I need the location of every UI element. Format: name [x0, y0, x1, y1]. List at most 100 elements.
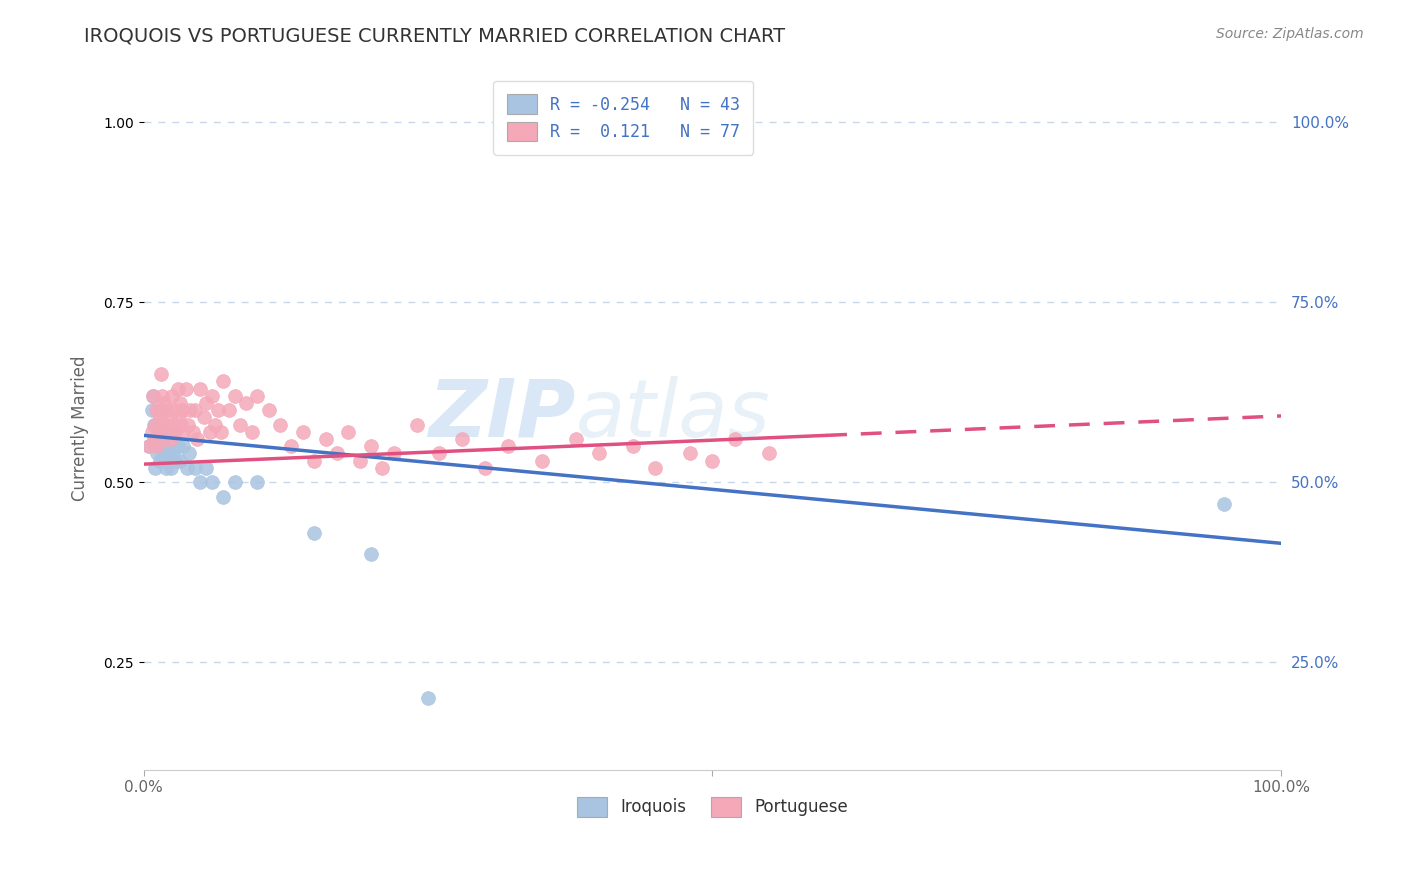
Point — [176, 460, 198, 475]
Point — [190, 382, 212, 396]
Point — [143, 460, 166, 475]
Text: ZIP: ZIP — [429, 376, 576, 453]
Point — [371, 460, 394, 475]
Point — [644, 460, 666, 475]
Point — [678, 446, 700, 460]
Point — [146, 417, 169, 432]
Point — [157, 425, 180, 439]
Point — [159, 410, 181, 425]
Point — [702, 453, 724, 467]
Point — [157, 446, 180, 460]
Point — [224, 475, 246, 490]
Point — [218, 403, 240, 417]
Point — [155, 417, 177, 432]
Point — [148, 410, 170, 425]
Legend: Iroquois, Portuguese: Iroquois, Portuguese — [569, 790, 855, 823]
Point — [588, 446, 610, 460]
Point — [138, 439, 160, 453]
Point — [257, 403, 280, 417]
Point — [195, 396, 218, 410]
Point — [326, 446, 349, 460]
Point — [360, 439, 382, 453]
Point — [427, 446, 450, 460]
Point — [148, 453, 170, 467]
Point — [159, 432, 181, 446]
Point — [246, 475, 269, 490]
Point — [162, 446, 184, 460]
Text: Source: ZipAtlas.com: Source: ZipAtlas.com — [1216, 27, 1364, 41]
Point — [280, 439, 302, 453]
Point — [141, 403, 163, 417]
Point — [155, 460, 177, 475]
Point — [142, 432, 165, 446]
Point — [302, 525, 325, 540]
Point — [565, 432, 588, 446]
Point — [160, 460, 183, 475]
Point — [152, 417, 174, 432]
Point — [150, 417, 173, 432]
Point — [170, 417, 193, 432]
Point — [160, 439, 183, 453]
Point — [212, 490, 235, 504]
Point — [165, 425, 187, 439]
Point — [179, 403, 201, 417]
Point — [156, 439, 179, 453]
Point — [163, 425, 186, 439]
Point — [246, 389, 269, 403]
Point — [177, 446, 200, 460]
Point — [172, 403, 194, 417]
Point — [184, 403, 207, 417]
Point — [235, 396, 257, 410]
Point — [167, 410, 190, 425]
Point — [155, 432, 177, 446]
Point — [138, 439, 160, 453]
Point — [416, 691, 439, 706]
Point — [224, 389, 246, 403]
Point — [142, 417, 165, 432]
Point — [201, 389, 224, 403]
Y-axis label: Currently Married: Currently Married — [72, 355, 89, 501]
Point — [153, 432, 176, 446]
Point — [530, 453, 553, 467]
Point — [204, 417, 226, 432]
Point — [149, 368, 172, 382]
Point — [724, 432, 747, 446]
Point — [349, 453, 371, 467]
Text: IROQUOIS VS PORTUGUESE CURRENTLY MARRIED CORRELATION CHART: IROQUOIS VS PORTUGUESE CURRENTLY MARRIED… — [84, 27, 786, 45]
Point — [169, 396, 191, 410]
Point — [209, 425, 232, 439]
Point — [207, 403, 229, 417]
Point — [195, 460, 218, 475]
Point — [174, 382, 197, 396]
Point — [360, 547, 382, 561]
Point — [145, 403, 167, 417]
Point — [155, 425, 177, 439]
Point — [201, 475, 224, 490]
Point — [160, 432, 183, 446]
Point — [146, 446, 169, 460]
Point — [166, 439, 188, 453]
Point — [1213, 497, 1236, 511]
Point — [143, 432, 166, 446]
Point — [165, 453, 187, 467]
Point — [149, 403, 172, 417]
Point — [186, 432, 208, 446]
Point — [149, 439, 172, 453]
Point — [152, 446, 174, 460]
Point — [146, 439, 169, 453]
Point — [198, 425, 221, 439]
Point — [169, 453, 191, 467]
Point — [177, 417, 200, 432]
Point — [148, 425, 170, 439]
Point — [337, 425, 360, 439]
Point — [160, 389, 183, 403]
Point — [269, 417, 291, 432]
Point — [141, 425, 163, 439]
Point — [193, 410, 215, 425]
Point — [142, 389, 165, 403]
Point — [474, 460, 496, 475]
Point — [143, 417, 166, 432]
Point — [172, 439, 194, 453]
Point — [163, 403, 186, 417]
Point — [496, 439, 519, 453]
